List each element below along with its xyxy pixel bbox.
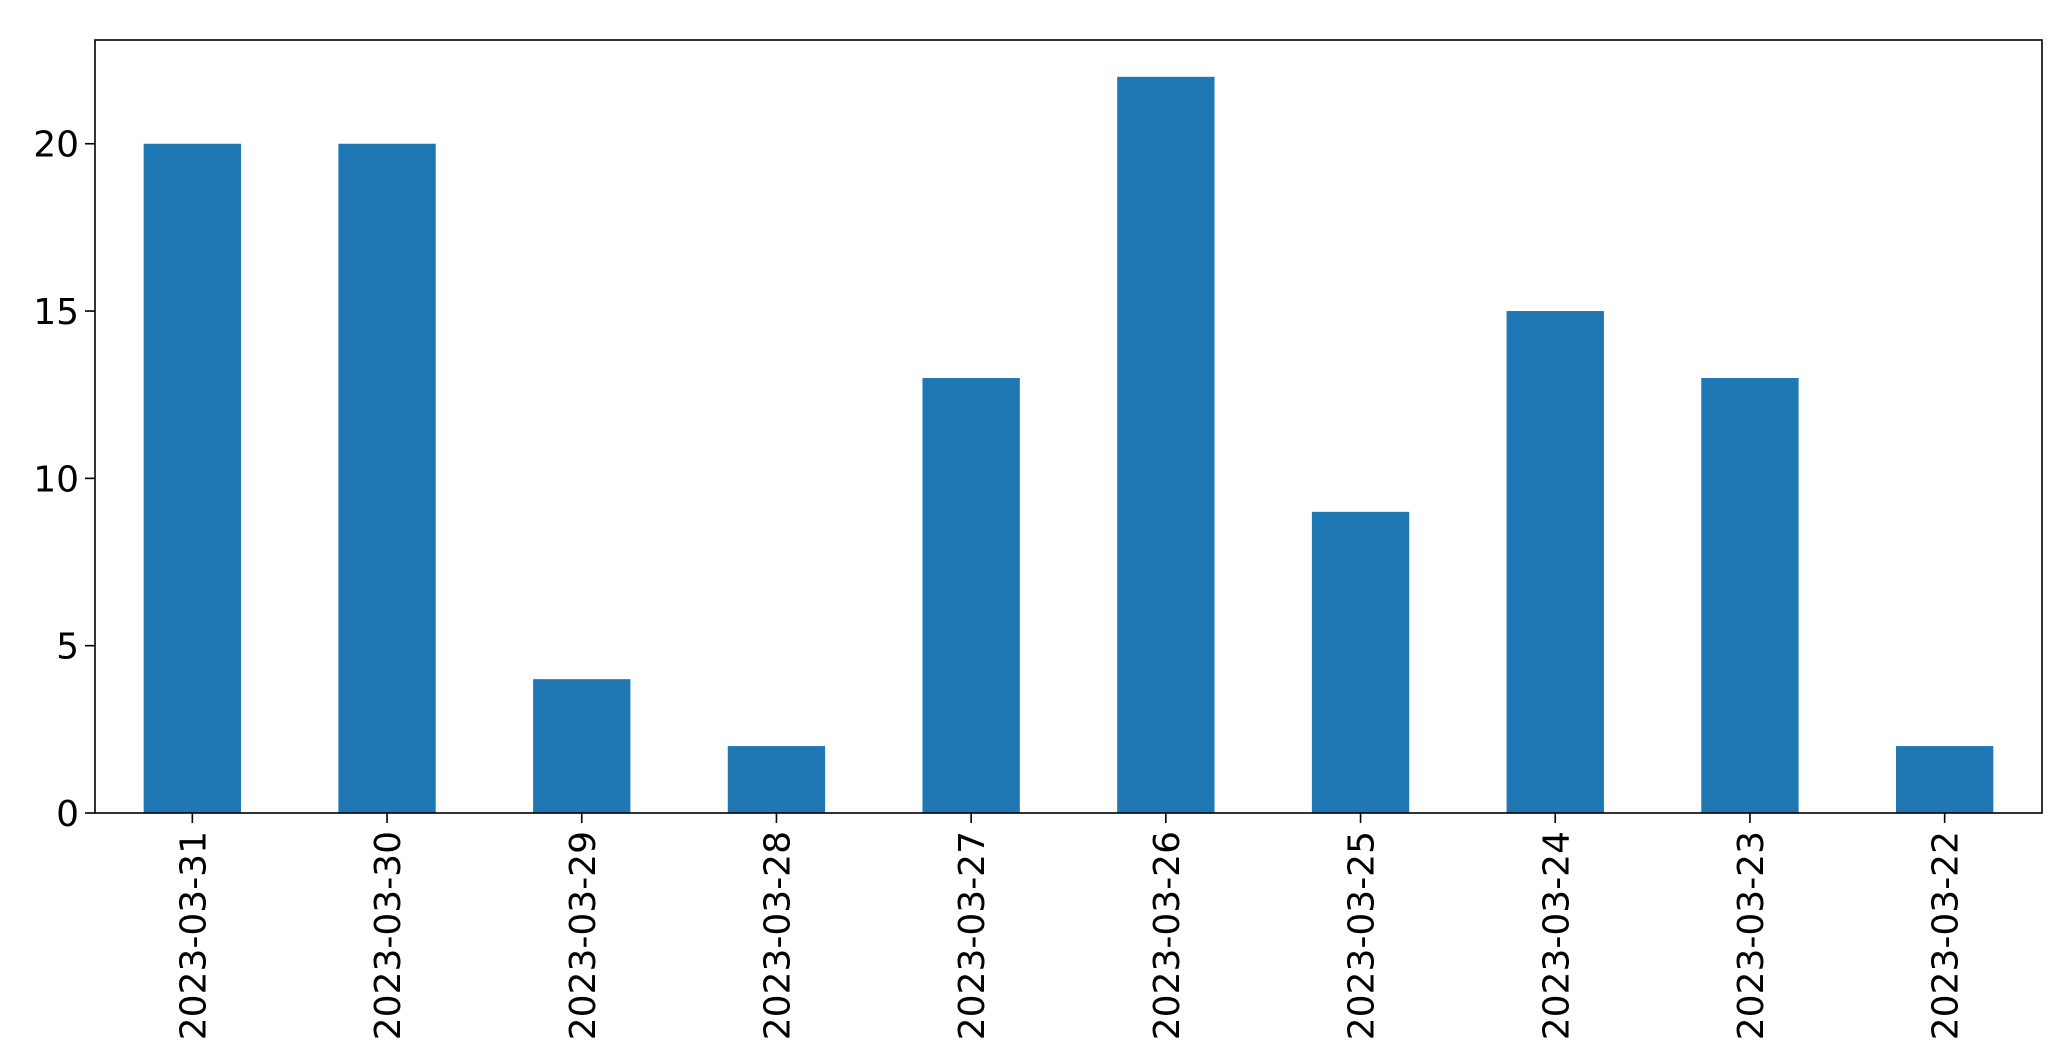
x-tick-label: 2023-03-23 — [1731, 831, 1772, 1040]
x-tick-label: 2023-03-30 — [368, 831, 409, 1040]
bar — [1117, 76, 1215, 814]
bar — [727, 746, 826, 813]
x-tick-label: 2023-03-26 — [1147, 831, 1188, 1040]
y-tick-label: 0 — [56, 794, 79, 835]
y-tick-label: 15 — [33, 292, 79, 333]
bar — [1311, 511, 1410, 813]
x-tick-label: 2023-03-29 — [563, 831, 604, 1040]
bar — [533, 679, 631, 813]
bars-group — [143, 76, 1994, 814]
bar — [922, 377, 1020, 813]
y-tick-label: 20 — [33, 125, 79, 166]
x-axis: 2023-03-31 2023-03-30 2023-03-29 2023-03-28… — [173, 813, 1967, 1040]
y-axis: 0 5 10 15 20 — [33, 125, 95, 835]
x-tick-label: 2023-03-31 — [173, 831, 214, 1040]
y-tick-label: 5 — [56, 627, 79, 668]
x-tick-label: 2023-03-25 — [1342, 831, 1383, 1040]
bar — [338, 143, 436, 813]
plot-frame — [94, 39, 2043, 814]
x-tick-label: 2023-03-28 — [757, 831, 798, 1040]
bar — [1895, 746, 1994, 813]
x-tick-label: 2023-03-22 — [1926, 831, 1967, 1040]
x-tick-label: 2023-03-24 — [1536, 831, 1577, 1040]
bar — [143, 143, 242, 813]
bar — [1701, 377, 1799, 813]
x-tick-label: 2023-03-27 — [952, 831, 993, 1040]
bar — [1506, 311, 1604, 813]
y-tick-label: 10 — [33, 459, 79, 500]
